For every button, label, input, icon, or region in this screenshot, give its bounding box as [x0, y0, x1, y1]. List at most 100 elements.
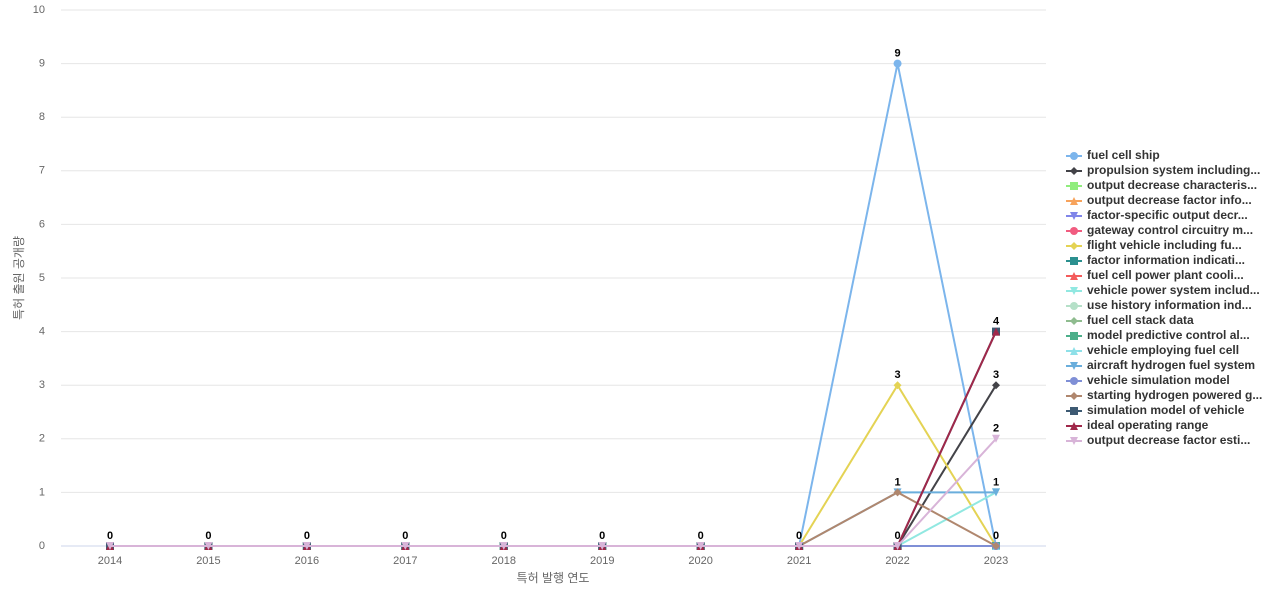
x-tick-label: 2016	[295, 555, 319, 567]
data-label: 0	[993, 530, 999, 542]
series	[106, 488, 1000, 550]
data-label: 0	[599, 530, 605, 542]
legend-symbol	[1070, 227, 1078, 235]
legend-label: gateway control circuitry m...	[1087, 223, 1253, 237]
legend-label: vehicle power system includ...	[1087, 283, 1260, 297]
x-tick-label: 2015	[196, 555, 220, 567]
legend-label: fuel cell power plant cooli...	[1087, 268, 1244, 282]
legend-symbol	[1070, 407, 1078, 415]
y-tick-label: 5	[39, 272, 45, 284]
data-label: 0	[698, 530, 704, 542]
legend-label: factor information indicati...	[1087, 253, 1245, 267]
data-label: 0	[205, 530, 211, 542]
legend-symbol	[1070, 422, 1078, 430]
point	[499, 542, 508, 550]
y-tick-label: 1	[39, 486, 45, 498]
legend-label: factor-specific output decr...	[1087, 208, 1248, 222]
legend-symbol	[1070, 392, 1078, 400]
data-label: 9	[894, 48, 900, 60]
point	[795, 542, 804, 550]
x-tick-label: 2018	[492, 555, 516, 567]
data-label: 0	[107, 530, 113, 542]
data-label: 0	[796, 530, 802, 542]
series	[106, 381, 1000, 550]
legend-label: ideal operating range	[1087, 418, 1209, 432]
series	[106, 381, 1000, 550]
point	[893, 381, 902, 390]
data-label: 0	[402, 530, 408, 542]
legend-symbol	[1070, 182, 1078, 190]
legend-symbol	[1070, 317, 1078, 325]
x-tick-label: 2014	[98, 555, 122, 567]
legend-symbol	[1070, 272, 1078, 280]
series-line	[110, 491, 997, 547]
legend-label: aircraft hydrogen fuel system	[1087, 358, 1255, 372]
point	[992, 327, 1000, 336]
y-tick-label: 4	[39, 326, 45, 338]
series	[106, 488, 1000, 550]
legend-symbol	[1070, 347, 1078, 355]
legend-label: propulsion system including...	[1087, 163, 1260, 177]
legend-symbol	[1070, 302, 1078, 310]
legend-label: simulation model of vehicle	[1087, 403, 1245, 417]
legend-symbol	[1070, 332, 1078, 340]
data-label: 4	[993, 316, 1000, 328]
series-line	[110, 383, 997, 547]
y-tick-label: 10	[33, 4, 45, 16]
point	[401, 542, 410, 550]
point	[992, 488, 1000, 497]
legend-symbol	[1070, 197, 1078, 205]
legend-label: output decrease factor esti...	[1087, 433, 1250, 447]
series-line	[110, 384, 997, 547]
point	[302, 542, 311, 550]
series	[106, 59, 1000, 550]
series	[106, 434, 1000, 550]
series	[106, 488, 1000, 550]
legend-label: vehicle employing fuel cell	[1087, 343, 1239, 357]
data-label: 0	[304, 530, 310, 542]
data-label: 2	[993, 423, 999, 435]
series-line	[110, 438, 997, 547]
y-tick-label: 9	[39, 58, 45, 70]
series-line	[110, 491, 996, 547]
x-tick-label: 2017	[393, 555, 417, 567]
data-label: 0	[894, 530, 900, 542]
legend-label: output decrease factor info...	[1087, 193, 1252, 207]
data-label: 1	[894, 476, 900, 488]
legend-symbol	[1070, 212, 1078, 220]
x-axis-title: 특허 발행 연도	[517, 570, 590, 585]
data-label: 0	[501, 530, 507, 542]
y-tick-label: 2	[39, 433, 45, 445]
legend-symbol	[1070, 362, 1078, 370]
point	[696, 542, 705, 550]
y-tick-label: 7	[39, 165, 45, 177]
legend-label: vehicle simulation model	[1087, 373, 1230, 387]
legend-label: use history information ind...	[1087, 298, 1252, 312]
y-tick-label: 0	[39, 540, 45, 552]
legend-label: model predictive control al...	[1087, 328, 1250, 342]
y-axis-title: 특허 출원 공개량	[12, 236, 26, 320]
y-tick-label: 8	[39, 111, 45, 123]
point	[893, 488, 902, 497]
legend-label: flight vehicle including fu...	[1087, 238, 1242, 252]
point	[992, 381, 1000, 390]
point	[204, 542, 213, 550]
legend-symbol	[1070, 377, 1078, 385]
point	[992, 434, 1000, 443]
y-tick-label: 3	[39, 379, 45, 391]
x-tick-label: 2020	[688, 555, 712, 567]
legend-label: fuel cell stack data	[1087, 313, 1194, 327]
legend-symbol	[1070, 257, 1078, 265]
legend-symbol	[1070, 287, 1078, 295]
legend-symbol	[1070, 167, 1078, 175]
x-tick-label: 2019	[590, 555, 614, 567]
legend-label: fuel cell ship	[1087, 148, 1160, 162]
legend-symbol	[1070, 437, 1078, 445]
data-label: 3	[993, 369, 999, 381]
data-label: 1	[993, 476, 999, 488]
series-line	[110, 63, 997, 547]
data-label: 3	[894, 369, 900, 381]
y-tick-label: 6	[39, 218, 45, 230]
legend-label: starting hydrogen powered g...	[1087, 388, 1262, 402]
